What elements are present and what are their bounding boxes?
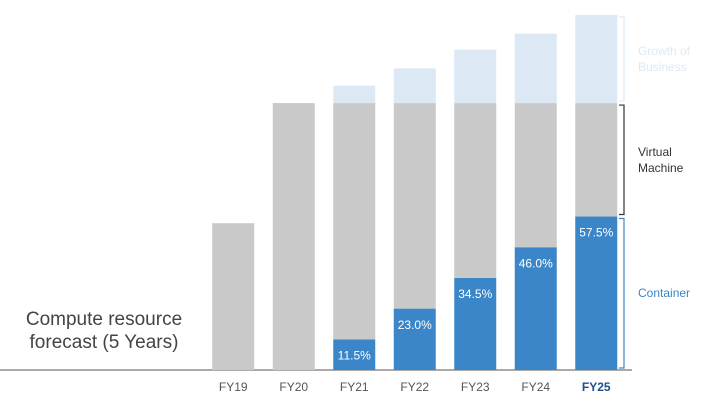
bar-segment [454,103,497,278]
value-label: 57.5% [579,226,613,240]
bar-segment [575,216,618,370]
x-tick-label: FY23 [461,380,490,394]
x-tick-label: FY25 [582,380,611,394]
x-tick-label: FY19 [219,380,248,394]
bar-segment [272,103,315,371]
bar-segment [393,308,436,370]
x-tick-label: FY24 [521,380,550,394]
bar-segment [454,277,497,370]
bar-segment [333,85,376,104]
value-label: 11.5% [338,348,371,362]
bar-segment [333,103,376,340]
chart-title: Compute resource forecast (5 Years) [25,309,183,353]
bar-segment [575,15,618,104]
bar-segment [454,49,497,104]
x-tick-label: FY21 [340,380,369,394]
legend-bracket [619,104,625,216]
legend-label: Virtual Machine [638,144,684,175]
legend-label: Container [638,286,691,301]
bar-segment [333,339,376,370]
value-label: 34.5% [458,287,492,301]
bar-segment [393,103,436,309]
legend-bracket [619,217,625,369]
x-tick-label: FY20 [279,380,308,394]
bar-segment [514,103,557,248]
bar-segment [212,223,255,370]
bar-segment [514,247,557,370]
bar-segment [393,68,436,104]
legend-label: Growth of Business [638,44,691,75]
bar-segment [514,33,557,104]
bar-segment [575,103,618,217]
value-label: 23.0% [398,318,432,332]
value-label: 46.0% [519,256,553,270]
x-tick-label: FY22 [400,380,429,394]
legend-bracket [619,16,625,102]
